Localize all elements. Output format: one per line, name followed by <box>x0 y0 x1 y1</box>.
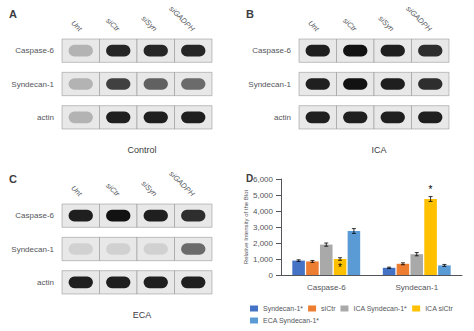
svg-text:Unt: Unt <box>69 19 84 34</box>
svg-text:6,000: 6,000 <box>253 175 274 184</box>
svg-text:4,000: 4,000 <box>253 207 274 216</box>
svg-text:0: 0 <box>269 271 274 280</box>
svg-text:actin: actin <box>37 113 54 122</box>
svg-text:actin: actin <box>37 278 54 287</box>
svg-text:D: D <box>246 173 253 184</box>
svg-text:siSyn: siSyn <box>377 14 396 33</box>
svg-text:Syndecan-1: Syndecan-1 <box>11 245 54 254</box>
svg-text:Syndecan-1: Syndecan-1 <box>11 80 54 89</box>
svg-text:Unt: Unt <box>69 184 84 199</box>
svg-text:1,000: 1,000 <box>253 255 274 264</box>
svg-text:*: * <box>429 184 433 195</box>
svg-text:A: A <box>9 8 17 20</box>
svg-text:ECA: ECA <box>133 310 152 320</box>
svg-text:B: B <box>246 8 254 20</box>
svg-text:ICA Syndecan-1*: ICA Syndecan-1* <box>353 305 407 313</box>
svg-text:Control: Control <box>127 145 156 155</box>
svg-text:ECA Syndecan-1*: ECA Syndecan-1* <box>263 317 319 325</box>
svg-text:ICA: ICA <box>371 145 386 155</box>
svg-text:siCtr: siCtr <box>104 181 122 199</box>
svg-text:Syndecan-1*: Syndecan-1* <box>263 305 303 313</box>
svg-text:actin: actin <box>274 113 291 122</box>
svg-text:Syndecan-1: Syndecan-1 <box>395 283 438 292</box>
svg-text:5,000: 5,000 <box>253 191 274 200</box>
svg-text:2,000: 2,000 <box>253 239 274 248</box>
svg-text:Relative Intensity of the Blot: Relative Intensity of the Blot <box>243 189 249 264</box>
svg-text:Caspase-6: Caspase-6 <box>15 46 54 55</box>
svg-text:siCtr: siCtr <box>104 16 122 34</box>
svg-text:Syndecan-1: Syndecan-1 <box>248 80 291 89</box>
svg-text:siGADPH: siGADPH <box>167 4 196 33</box>
svg-text:Caspase-6: Caspase-6 <box>252 46 291 55</box>
svg-text:siCtr: siCtr <box>321 305 336 312</box>
svg-text:ICA siCtr: ICA siCtr <box>425 305 453 312</box>
svg-text:siGADPH: siGADPH <box>167 169 196 198</box>
svg-text:siGADPH: siGADPH <box>404 4 433 33</box>
svg-text:siSyn: siSyn <box>140 179 159 198</box>
svg-text:siCtr: siCtr <box>341 16 359 34</box>
svg-text:C: C <box>9 173 17 185</box>
svg-text:Caspase-6: Caspase-6 <box>307 283 346 292</box>
svg-text:siSyn: siSyn <box>140 14 159 33</box>
svg-text:*: * <box>338 262 342 273</box>
svg-text:Caspase-6: Caspase-6 <box>15 211 54 220</box>
svg-text:Unt: Unt <box>306 19 321 34</box>
svg-text:3,000: 3,000 <box>253 223 274 232</box>
